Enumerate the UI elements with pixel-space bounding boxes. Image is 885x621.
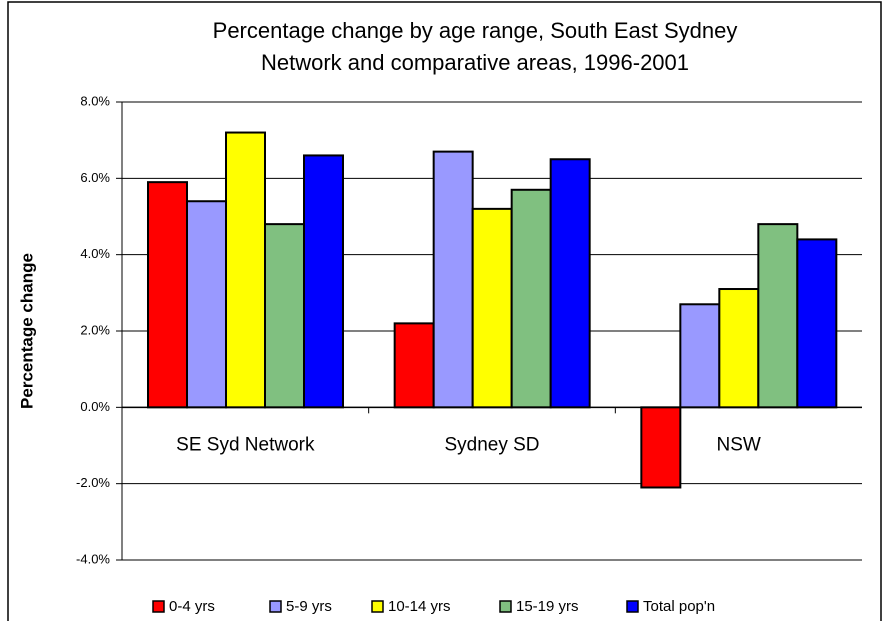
bar [147, 181, 188, 409]
legend-swatch [626, 600, 639, 613]
bar [640, 406, 682, 489]
bar [796, 238, 838, 409]
legend-swatch [499, 600, 512, 613]
bar [432, 150, 474, 409]
chart-title: Percentage change by age range, South Ea… [213, 18, 738, 43]
y-tick-label: -4.0% [76, 551, 110, 566]
legend-label: 0-4 yrs [169, 598, 215, 615]
legend-label: 5-9 yrs [286, 598, 332, 615]
y-axis-label: Percentage change [17, 253, 36, 409]
y-tick-label: 8.0% [80, 93, 110, 108]
bar [303, 154, 344, 409]
legend-label: 10-14 yrs [388, 598, 451, 615]
bar [679, 303, 721, 409]
x-tick-label: NSW [717, 434, 761, 455]
y-tick-label: -2.0% [76, 475, 110, 490]
bar [549, 158, 591, 409]
legend-label: 15-19 yrs [516, 598, 579, 615]
x-tick-label: Sydney SD [444, 434, 539, 455]
y-tick-label: 6.0% [80, 170, 110, 185]
legend-swatch [152, 600, 165, 613]
y-tick-label: 4.0% [80, 246, 110, 261]
y-tick-label: 0.0% [80, 399, 110, 414]
y-tick-label: 2.0% [80, 322, 110, 337]
bar [718, 288, 760, 409]
chart-title: Network and comparative areas, 1996-2001 [261, 50, 689, 75]
x-tick-label: SE Syd Network [176, 434, 315, 455]
bar [471, 207, 513, 409]
bar [186, 200, 227, 409]
bar [225, 131, 266, 409]
legend-swatch [269, 600, 282, 613]
bar [393, 322, 435, 409]
bar [264, 223, 305, 409]
legend-swatch [371, 600, 384, 613]
chart-frame [7, 1, 882, 621]
legend-label: Total pop'n [643, 598, 715, 615]
bar [757, 223, 799, 409]
bar [510, 188, 552, 409]
